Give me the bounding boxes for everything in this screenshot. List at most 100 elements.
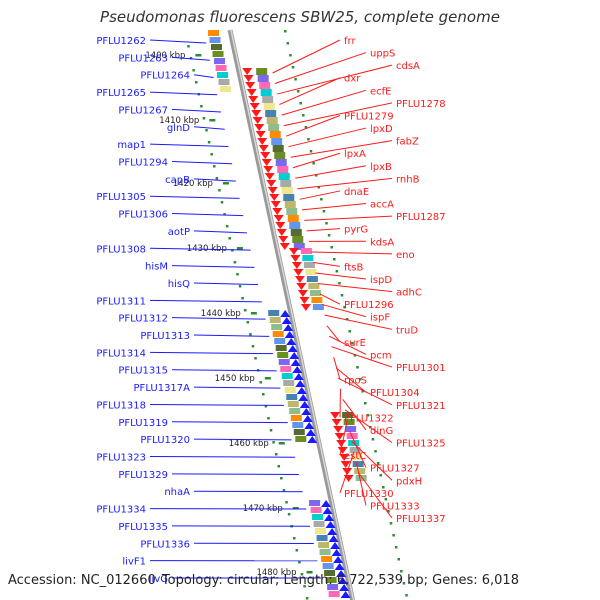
ring-dot — [356, 366, 359, 369]
gene-label: capB — [165, 175, 190, 186]
gene-feature — [212, 51, 224, 57]
gene-feature — [265, 110, 277, 117]
ring-dot — [233, 261, 237, 264]
ring-dot — [218, 189, 221, 192]
gene-feature — [269, 131, 281, 138]
gene-connector — [328, 335, 367, 355]
gene-connector — [358, 472, 393, 519]
gene-arrow — [296, 283, 307, 290]
gene-feature — [271, 324, 283, 330]
gene-feature — [280, 366, 292, 372]
ruler-tick — [250, 312, 257, 315]
ring-dot — [241, 297, 244, 300]
ruler-tick — [278, 442, 285, 445]
gene-feature — [281, 373, 293, 379]
ring-dot — [249, 333, 252, 336]
gene-feature — [310, 507, 322, 513]
gene-connector — [274, 52, 367, 84]
gene-label: PFLU1301 — [396, 363, 446, 374]
ring-dot — [296, 90, 300, 93]
gene-label: PFLU1317A — [134, 383, 191, 394]
gene-label: pyrG — [344, 225, 368, 236]
gene-arrow — [283, 324, 294, 331]
gene-feature — [312, 514, 324, 520]
gene-arrow — [296, 387, 307, 394]
gene-arrow — [275, 222, 286, 229]
ring-dot — [322, 210, 326, 213]
gene-label: ispF — [370, 313, 390, 324]
gene-connector — [335, 367, 367, 393]
ring-dot — [285, 501, 288, 504]
gene-arrow — [339, 454, 350, 461]
gene-label: lpxB — [370, 162, 392, 173]
ring-dot — [299, 102, 302, 105]
ruler-tick-label: 1440 kbp — [201, 309, 241, 319]
ruler-tick — [209, 119, 216, 122]
gene-connector — [149, 403, 285, 406]
gene-feature — [272, 331, 284, 337]
gene-feature — [305, 269, 317, 275]
gene-arrow — [330, 412, 341, 419]
ring-dot — [317, 186, 321, 189]
gene-arrow — [284, 331, 295, 338]
ring-dot — [358, 378, 362, 381]
gene-feature — [295, 436, 307, 442]
gene-connector — [193, 178, 236, 182]
gene-connector — [193, 126, 225, 130]
gene-feature — [293, 429, 305, 435]
ruler-tick — [292, 507, 299, 510]
ring-dot — [246, 321, 250, 324]
gene-label: frr — [344, 36, 356, 47]
ring-dot — [340, 294, 344, 297]
gene-arrow — [242, 68, 253, 75]
ring-dot — [379, 474, 382, 477]
gene-label: dxr — [344, 74, 361, 85]
gene-connector — [193, 74, 214, 79]
gene-arrow — [334, 433, 345, 440]
ring-dot — [307, 138, 310, 141]
gene-feature — [349, 447, 361, 453]
gene-label: map1 — [117, 140, 146, 151]
gene-connector — [338, 377, 393, 406]
ring-dot — [189, 57, 193, 60]
gene-connector — [171, 265, 255, 268]
gene-arrow — [336, 570, 347, 577]
gene-label: PFLU1278 — [396, 99, 446, 110]
gene-connector — [171, 108, 222, 113]
gene-label: uppS — [370, 49, 395, 60]
gene-feature — [268, 310, 280, 316]
gene-arrow — [333, 426, 344, 433]
gene-label: lpxA — [344, 149, 366, 160]
gene-feature — [275, 159, 287, 166]
gene-arrow — [299, 297, 310, 304]
gene-connector — [285, 115, 341, 137]
gene-label: PFLU1323 — [96, 453, 146, 464]
gene-connector — [297, 177, 393, 190]
gene-feature — [266, 117, 278, 124]
gene-arrow — [255, 131, 266, 138]
gene-feature — [308, 283, 320, 289]
gene-arrow — [269, 194, 280, 201]
gene-feature — [259, 82, 271, 89]
gene-label: PFLU1296 — [344, 300, 394, 311]
ring-dot — [389, 522, 393, 525]
gene-connector — [149, 351, 273, 355]
gene-label: PFLU1327 — [370, 464, 420, 475]
ring-dot — [187, 45, 190, 48]
gene-connector — [292, 152, 341, 169]
gene-label: cdsA — [396, 61, 420, 72]
gene-connector — [311, 251, 393, 255]
gene-label: PFLU1312 — [118, 314, 168, 325]
gene-label: truD — [396, 325, 418, 336]
gene-arrow — [333, 556, 344, 563]
ring-dot — [384, 498, 388, 501]
gene-arrow — [264, 173, 275, 180]
gene-label: PFLU1264 — [140, 71, 190, 82]
ring-dot — [295, 549, 299, 552]
gene-feature — [217, 72, 229, 78]
gene-arrow — [260, 152, 271, 159]
gene-connector — [149, 247, 251, 251]
gene-feature — [280, 180, 292, 187]
gene-label: PFLU1262 — [96, 36, 146, 47]
